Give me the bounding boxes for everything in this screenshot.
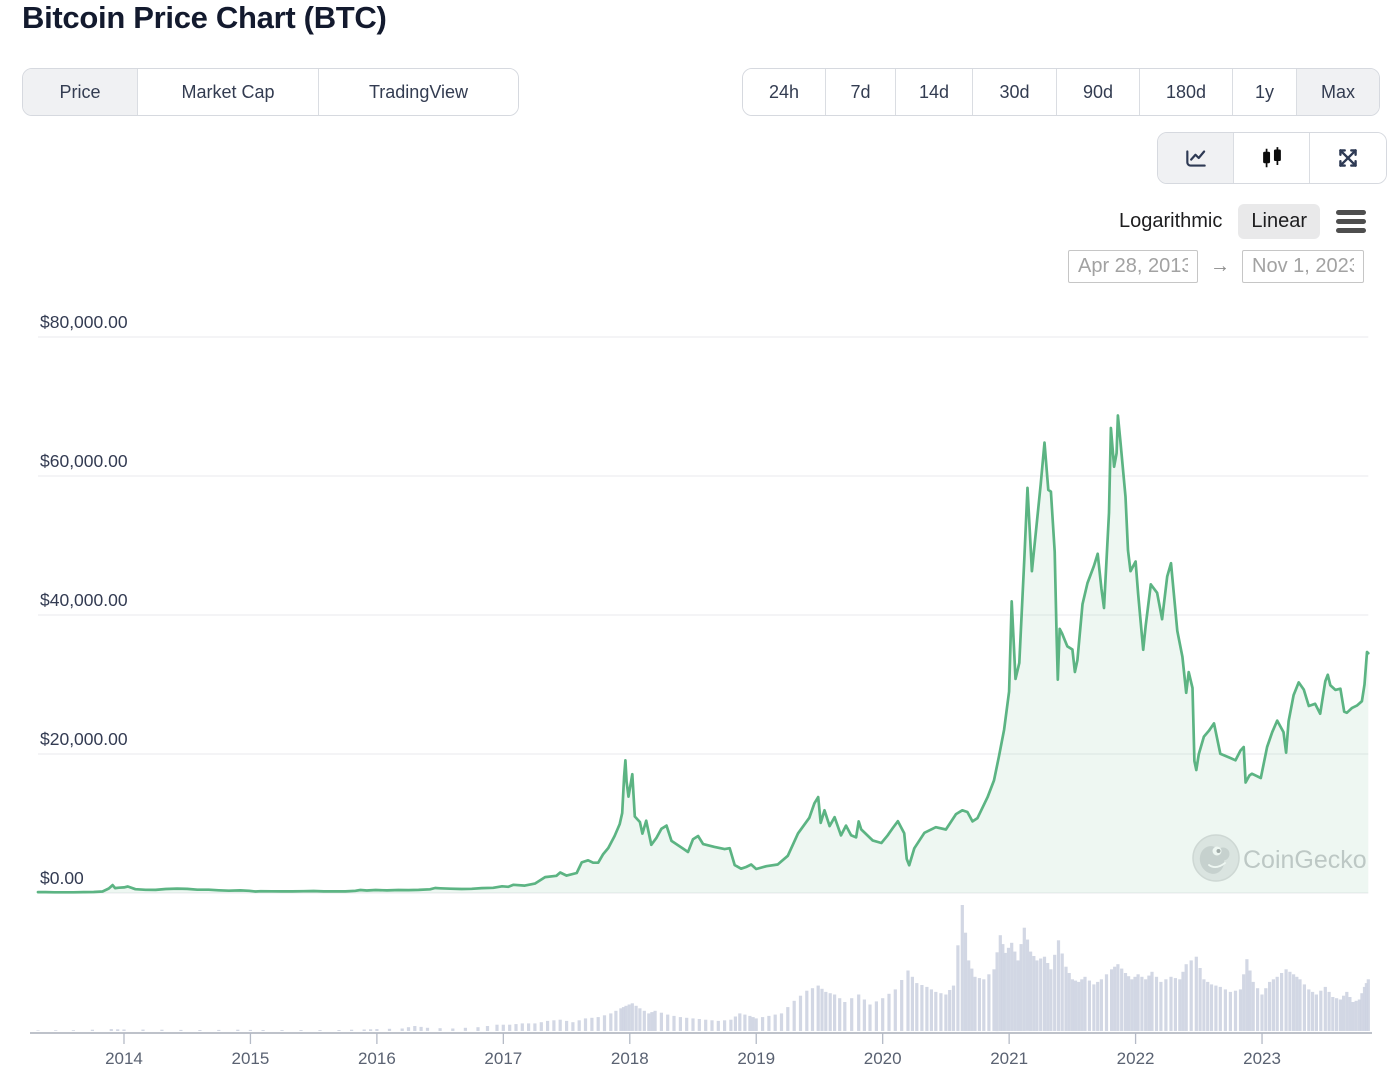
watermark-label: CoinGecko bbox=[1243, 846, 1367, 874]
svg-text:2014: 2014 bbox=[105, 1049, 143, 1068]
svg-text:2018: 2018 bbox=[611, 1049, 649, 1068]
candlestick-icon bbox=[1262, 147, 1281, 168]
scale-toggle: Logarithmic Linear bbox=[1119, 204, 1366, 239]
range-30d[interactable]: 30d bbox=[973, 69, 1057, 115]
fullscreen-icon bbox=[1339, 149, 1357, 167]
page-title: Bitcoin Price Chart (BTC) bbox=[22, 0, 387, 35]
svg-text:2020: 2020 bbox=[864, 1049, 902, 1068]
range-max[interactable]: Max bbox=[1297, 69, 1379, 115]
range-90d[interactable]: 90d bbox=[1057, 69, 1140, 115]
time-range-selector: 24h 7d 14d 30d 90d 180d 1y Max bbox=[742, 68, 1380, 116]
svg-text:2022: 2022 bbox=[1117, 1049, 1155, 1068]
tab-tradingview[interactable]: TradingView bbox=[319, 69, 518, 115]
range-24h[interactable]: 24h bbox=[743, 69, 826, 115]
chart-type-fullscreen-button[interactable] bbox=[1310, 133, 1386, 183]
tab-market-cap[interactable]: Market Cap bbox=[138, 69, 319, 115]
line-chart-icon bbox=[1185, 150, 1206, 167]
volume-chart bbox=[36, 905, 1370, 1032]
y-axis-labels: $0.00 $20,000.00 $40,000.00 $60,000.00 $80,0… bbox=[40, 312, 128, 888]
svg-text:$40,000.00: $40,000.00 bbox=[40, 590, 128, 610]
scale-option-linear[interactable]: Linear bbox=[1238, 204, 1320, 239]
range-14d[interactable]: 14d bbox=[896, 69, 973, 115]
svg-text:2019: 2019 bbox=[737, 1049, 775, 1068]
svg-text:2021: 2021 bbox=[990, 1049, 1028, 1068]
svg-text:$80,000.00: $80,000.00 bbox=[40, 312, 128, 332]
scale-option-logarithmic[interactable]: Logarithmic bbox=[1119, 210, 1223, 232]
date-from-input[interactable] bbox=[1068, 250, 1198, 283]
x-axis: 2014 2015 2016 2017 2018 2019 2020 2021 2022 2023 bbox=[30, 1032, 1372, 1068]
watermark: CoinGecko bbox=[1192, 834, 1367, 882]
range-7d[interactable]: 7d bbox=[826, 69, 896, 115]
svg-text:2015: 2015 bbox=[232, 1049, 270, 1068]
price-chart[interactable]: CoinGecko 2014 2015 2016 2017 2018 2019 2020 202… bbox=[0, 295, 1400, 1083]
price-line bbox=[36, 414, 1370, 894]
svg-text:$20,000.00: $20,000.00 bbox=[40, 729, 128, 749]
range-180d[interactable]: 180d bbox=[1140, 69, 1233, 115]
date-to-input[interactable] bbox=[1242, 250, 1364, 283]
range-1y[interactable]: 1y bbox=[1233, 69, 1297, 115]
svg-text:2016: 2016 bbox=[358, 1049, 396, 1068]
price-area-fill bbox=[38, 415, 1369, 893]
chart-tabs: Price Market Cap TradingView bbox=[22, 68, 519, 116]
chart-type-line-button[interactable] bbox=[1158, 133, 1234, 183]
svg-text:2023: 2023 bbox=[1243, 1049, 1281, 1068]
tab-price[interactable]: Price bbox=[23, 69, 138, 115]
svg-text:$60,000.00: $60,000.00 bbox=[40, 451, 128, 471]
chart-type-selector bbox=[1157, 132, 1387, 184]
menu-icon[interactable] bbox=[1336, 210, 1366, 233]
chart-type-candlestick-button[interactable] bbox=[1234, 133, 1310, 183]
date-range: → bbox=[1068, 250, 1364, 283]
price-chart-canvas: CoinGecko 2014 2015 2016 2017 2018 2019 2020 202… bbox=[30, 312, 1372, 1068]
svg-text:$0.00: $0.00 bbox=[40, 868, 84, 888]
arrow-right-icon: → bbox=[1210, 255, 1230, 277]
svg-text:2017: 2017 bbox=[484, 1049, 522, 1068]
